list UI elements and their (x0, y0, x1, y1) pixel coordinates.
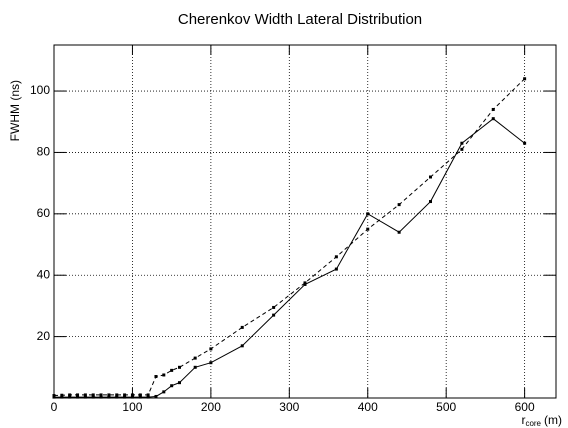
plot-frame (53, 44, 557, 399)
x-tick-label: 500 (436, 400, 456, 414)
point (123, 393, 127, 397)
point (460, 147, 464, 151)
x-axis-label: rcore (m) (521, 413, 562, 428)
point (130, 395, 134, 399)
point (52, 395, 56, 399)
point (154, 394, 158, 398)
y-tick-label: 60 (37, 206, 51, 220)
point (397, 203, 401, 207)
point (303, 281, 307, 285)
point (68, 395, 72, 399)
point (83, 393, 87, 397)
point (170, 384, 174, 388)
point (83, 395, 87, 399)
x-tick-label: 100 (122, 400, 142, 414)
point (52, 394, 56, 398)
point (491, 117, 495, 121)
point (178, 365, 181, 369)
point (193, 356, 197, 360)
point (429, 200, 432, 204)
point (272, 313, 276, 317)
point (107, 395, 111, 399)
point (193, 365, 197, 369)
point (76, 393, 80, 397)
point (107, 393, 111, 397)
point (209, 347, 213, 351)
point (115, 393, 119, 397)
y-tick-label: 20 (37, 329, 51, 343)
y-tick-label: 80 (37, 145, 51, 159)
point (146, 393, 150, 397)
chart-title: Cherenkov Width Lateral Distribution (178, 11, 422, 28)
point (209, 361, 213, 365)
point (99, 393, 103, 397)
point (68, 393, 72, 397)
y-tick-label: 40 (37, 267, 51, 281)
y-tick-label: 100 (30, 83, 50, 97)
point (91, 395, 95, 399)
point (366, 212, 370, 216)
point (178, 381, 181, 385)
point (170, 368, 174, 372)
point (240, 325, 244, 329)
point (240, 344, 244, 348)
point (123, 395, 127, 399)
x-label-main: r (521, 413, 525, 427)
point (91, 393, 95, 397)
point (130, 393, 134, 397)
point (523, 141, 527, 145)
point (138, 393, 142, 397)
point (154, 375, 158, 379)
point (397, 230, 401, 234)
point (523, 77, 527, 81)
point (115, 395, 119, 399)
point (76, 395, 80, 399)
point (162, 390, 166, 394)
point (491, 107, 495, 111)
point (334, 255, 338, 259)
x-tick-label: 200 (201, 400, 221, 414)
x-tick-label: 300 (279, 400, 299, 414)
point (334, 267, 338, 271)
x-tick-label: 0 (51, 400, 58, 414)
point (60, 395, 64, 399)
series-line (54, 118, 525, 398)
point (366, 227, 370, 231)
point (272, 305, 276, 309)
point (429, 175, 432, 179)
point (99, 395, 103, 399)
point (146, 395, 150, 399)
x-label-unit: (m) (544, 413, 562, 427)
x-tick-label: 600 (515, 400, 535, 414)
point (162, 373, 166, 377)
point (60, 393, 64, 397)
y-axis-label: FWHM (ns) (8, 80, 22, 141)
x-tick-label: 400 (358, 400, 378, 414)
point (138, 395, 142, 399)
point (303, 282, 307, 286)
x-label-sub: core (525, 419, 541, 428)
point (460, 141, 464, 145)
